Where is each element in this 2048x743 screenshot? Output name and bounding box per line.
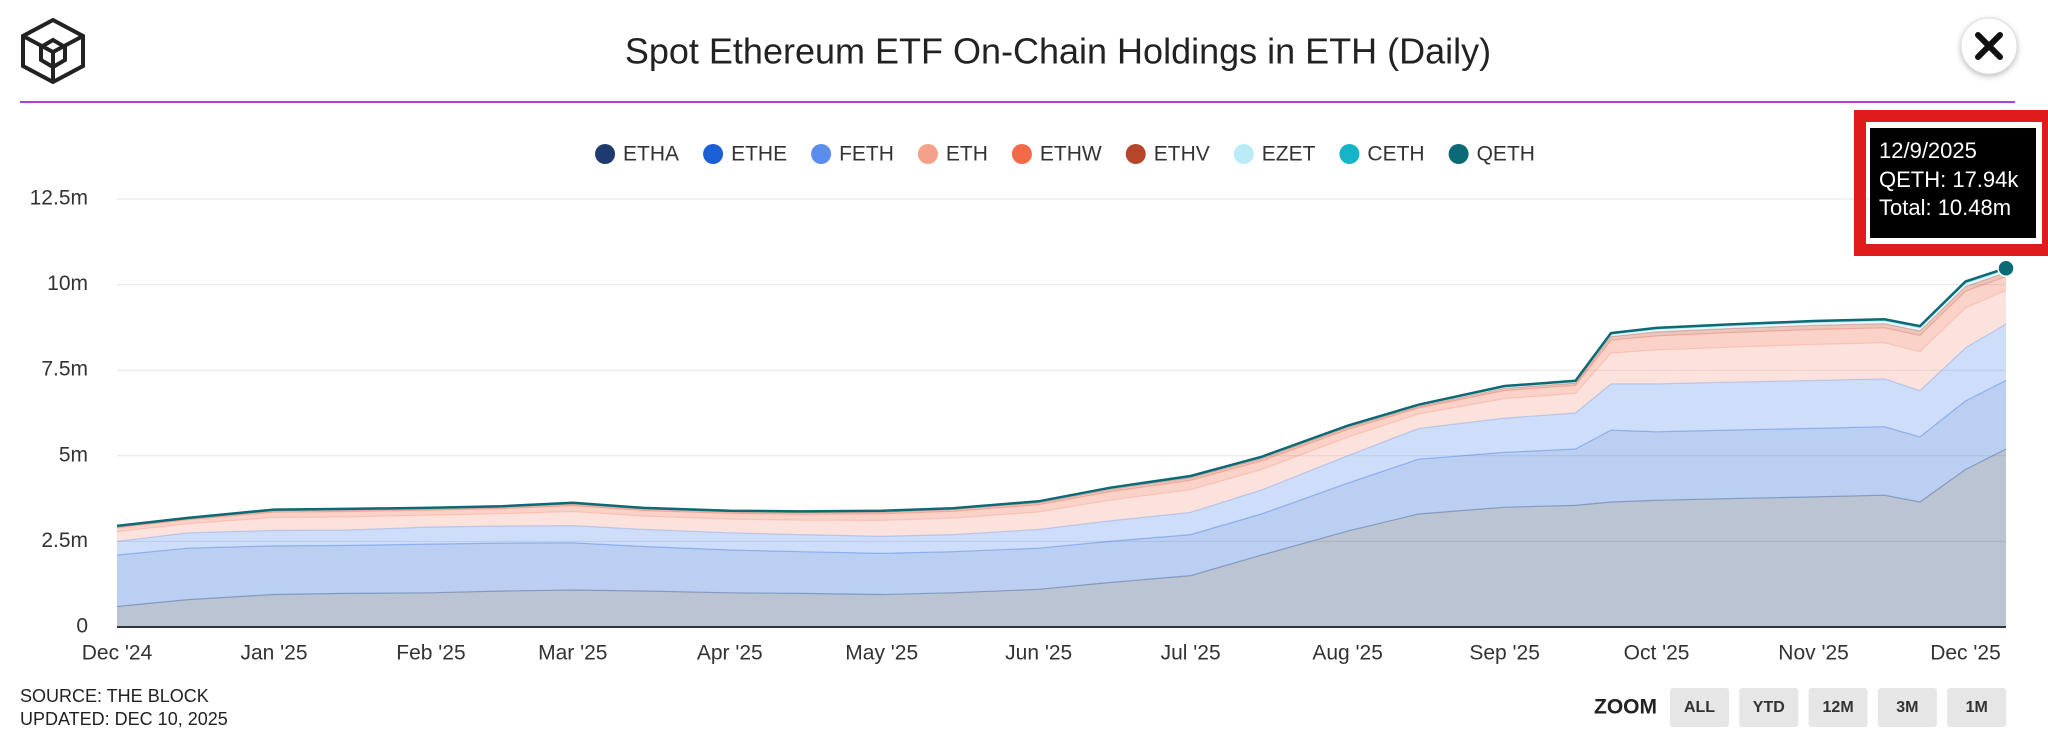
- area-edge: [116, 323, 2007, 542]
- y-tick-label: 10m: [47, 272, 88, 295]
- zoom-button[interactable]: 12M: [1808, 688, 1868, 727]
- x-tick-label: Jun '25: [1005, 642, 1072, 665]
- close-button[interactable]: [1960, 17, 2018, 75]
- source: SOURCE: THE BLOCK: [20, 686, 209, 706]
- zoom-button-bg[interactable]: [1808, 688, 1868, 727]
- updated: UPDATED: DEC 10, 2025: [20, 709, 228, 729]
- legend-swatch: [917, 144, 938, 164]
- x-tick-label: Mar '25: [538, 642, 607, 665]
- x-tick-label: Apr '25: [697, 642, 763, 665]
- legend-label[interactable]: ETHA: [623, 143, 679, 166]
- legend-label[interactable]: QETH: [1477, 143, 1535, 166]
- zoom-button-label[interactable]: 12M: [1823, 699, 1854, 716]
- zoom-label: ZOOM: [1594, 696, 1657, 719]
- area: [117, 324, 2006, 556]
- tooltip-box: [1870, 128, 2036, 238]
- legend-swatch: [811, 144, 832, 164]
- tooltip-highlight: [1854, 110, 2048, 256]
- area-edge: [116, 289, 2007, 533]
- zoom-button[interactable]: 1M: [1947, 688, 2007, 727]
- zoom-button-label[interactable]: ALL: [1684, 699, 1715, 716]
- y-tick-label: 2.5m: [41, 529, 88, 552]
- zoom-button-bg[interactable]: [1947, 688, 2007, 727]
- legend-swatch: [703, 144, 724, 164]
- x-tick-label: Dec '24: [82, 642, 153, 665]
- area-edge: [116, 379, 2007, 556]
- y-tick-label: 0: [76, 615, 88, 638]
- y-tick-label: 12.5m: [30, 187, 88, 210]
- area: [117, 380, 2006, 607]
- legend-label[interactable]: ETHW: [1040, 143, 1102, 166]
- zoom-button-bg[interactable]: [1877, 688, 1937, 727]
- legend-label[interactable]: ETHE: [731, 143, 787, 166]
- x-tick-label: May '25: [845, 642, 918, 665]
- legend-label[interactable]: ETH: [946, 143, 988, 166]
- legend-swatch: [1339, 144, 1360, 164]
- zoom-button-label[interactable]: YTD: [1753, 699, 1785, 716]
- legend: ETHA ETHE FETH ETH ETHW ETHV EZET CETH QETH: [595, 143, 1535, 166]
- area-edge: [116, 448, 2007, 608]
- legend-swatch: [1011, 144, 1032, 164]
- x-tick-label: Sep '25: [1469, 642, 1540, 665]
- x-tick-label: Nov '25: [1778, 642, 1849, 665]
- legend-swatch: [595, 144, 616, 164]
- area: [117, 449, 2006, 627]
- x-tick-label: Dec '25: [1930, 642, 2001, 665]
- tooltip: 12/9/2025 QETH: 17.94k Total: 10.48m: [1854, 110, 2048, 256]
- legend-swatch: [1125, 144, 1146, 164]
- y-tick-label: 5m: [59, 443, 88, 466]
- zoom-button[interactable]: ALL: [1670, 688, 1729, 727]
- legend-label[interactable]: ETHV: [1154, 143, 1210, 166]
- logo: [21, 17, 85, 85]
- zoom-button-label[interactable]: 1M: [1966, 699, 1988, 716]
- hover-marker: [1997, 259, 2015, 277]
- tooltip-date: 12/9/2025: [1879, 138, 1977, 163]
- x-tick-label: Feb '25: [396, 642, 465, 665]
- zoom-button-label[interactable]: 3M: [1896, 699, 1918, 716]
- tooltip-line: Total: 10.48m: [1879, 195, 2011, 220]
- areas: [116, 267, 2007, 627]
- y-tick-label: 7.5m: [41, 358, 88, 381]
- legend-swatch: [1233, 144, 1254, 164]
- x-tick-label: Aug '25: [1312, 642, 1383, 665]
- x-tick-label: Oct '25: [1624, 642, 1690, 665]
- legend-label[interactable]: CETH: [1367, 143, 1424, 166]
- tooltip-line: QETH: 17.94k: [1879, 167, 2019, 192]
- x-tick-label: Jul '25: [1161, 642, 1221, 665]
- legend-label[interactable]: EZET: [1262, 143, 1316, 166]
- area-edge: [116, 275, 2007, 529]
- zoom-button-bg[interactable]: [1670, 688, 1729, 727]
- area-edge: [116, 267, 2007, 528]
- chart-title: Spot Ethereum ETF On-Chain Holdings in E…: [625, 31, 1491, 72]
- x-tick-label: Jan '25: [240, 642, 307, 665]
- legend-label[interactable]: FETH: [839, 143, 894, 166]
- zoom-button-bg[interactable]: [1739, 688, 1799, 727]
- zoom-button[interactable]: 3M: [1877, 688, 1937, 727]
- zoom-button[interactable]: YTD: [1739, 688, 1799, 727]
- legend-swatch: [1448, 144, 1469, 164]
